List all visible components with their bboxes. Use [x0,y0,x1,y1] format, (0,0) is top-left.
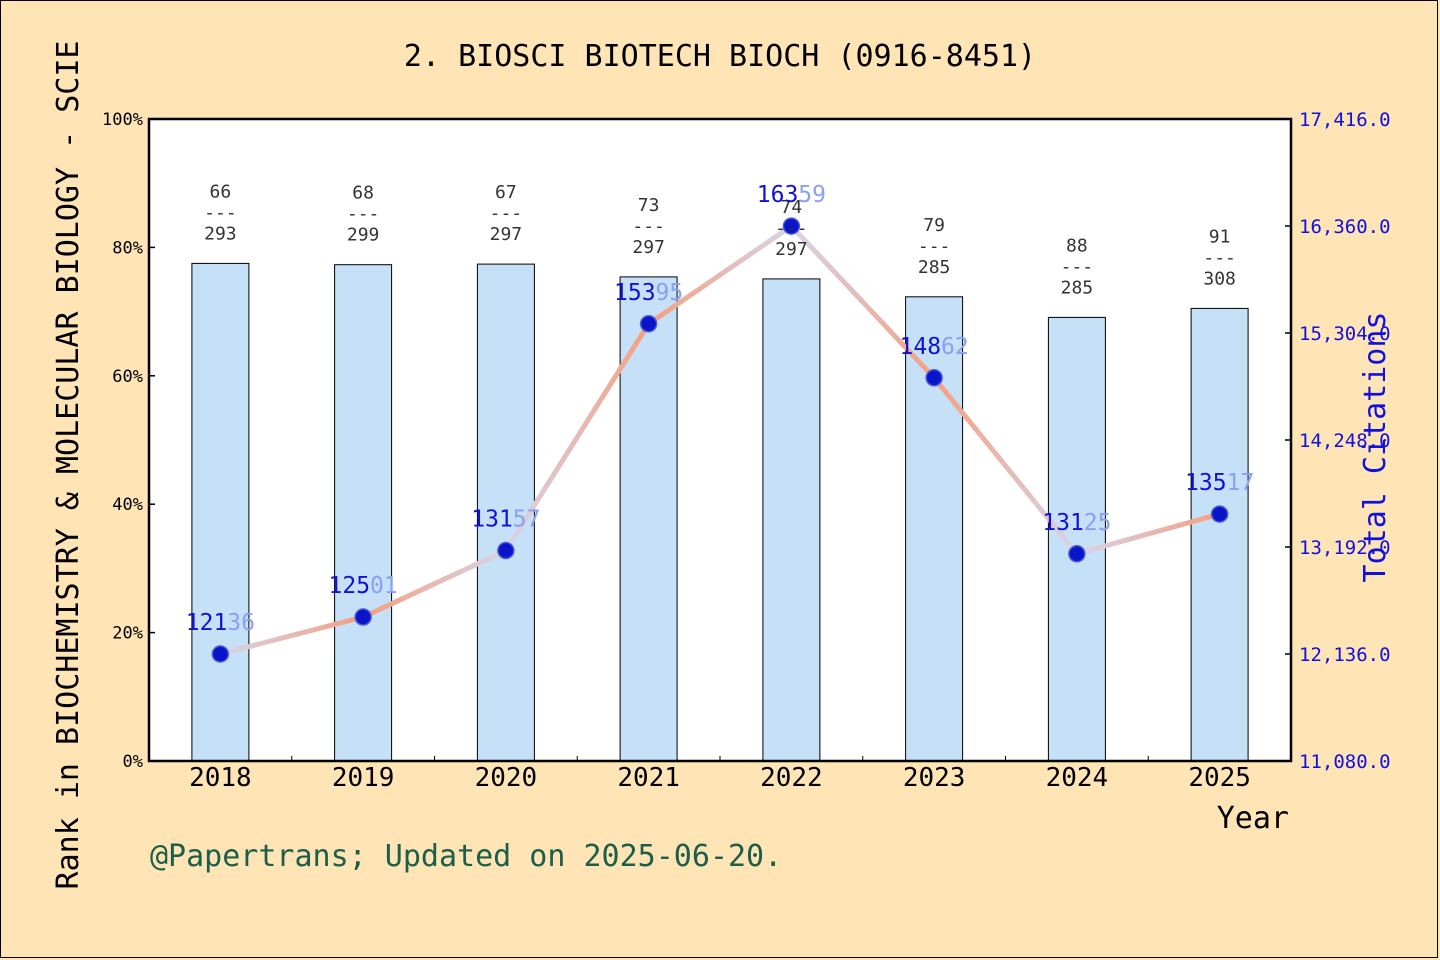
y-tick-label: 0% [123,752,143,772]
y-axis-label: Rank in BIOCHEMISTRY & MOLECULAR BIOLOGY… [51,41,86,890]
y-tick-label: 20% [112,624,143,644]
bar-rank-label: 88 [1066,235,1088,256]
bar-separator-label: --- [347,204,380,225]
bar-rank-label: 91 [1209,226,1231,247]
bar-rank-label: 74 [781,197,803,218]
axes-layer: 0% 20% 40% 60% 80% 100% 11,080.0 12,136.0 13,192… [102,109,1390,793]
x-tick-label: 2019 [332,763,395,793]
bar-separator-label: --- [775,218,808,239]
x-tick-label: 2020 [475,763,538,793]
bar-2024 [1047,316,1106,762]
bar-2019 [334,264,393,762]
citation-point-2025 [1210,505,1229,523]
bar-total-label: 297 [632,237,665,258]
bar-2020 [476,263,535,762]
x-tick-label: 2022 [760,763,823,793]
y-tick-label: 80% [112,238,143,258]
bar-2018 [191,262,250,762]
citation-line-segment [503,321,652,554]
bar-rank-label: 73 [638,195,660,216]
y2-axis-label: Total Citations [1358,312,1393,583]
citation-point-2022 [782,217,801,235]
bar-total-label: 297 [490,224,523,245]
citation-value-label: 13157 [471,507,540,533]
y-tick-label: 40% [112,495,143,515]
bar-2025 [1190,307,1249,762]
y-tick-label: 60% [112,367,143,387]
bar-rank-label: 68 [352,183,374,204]
citation-line-segment [646,223,794,327]
y2-tick-label: 12,136.0 [1299,644,1391,666]
y2-tick-label: 13,192.0 [1299,537,1391,559]
bar-2021 [619,276,678,762]
y2-tick-label: 14,248.0 [1299,430,1391,452]
y2-tick-label: 17,416.0 [1299,109,1391,131]
citation-value-label: 14862 [900,334,969,360]
x-tick-label: 2023 [903,763,966,793]
bar-separator-label: --- [632,216,665,237]
bar-rank-label: 79 [923,215,945,236]
citation-line-segment [360,548,509,620]
bar-separator-label: --- [918,236,951,257]
citation-value-label: 13517 [1185,470,1254,496]
citation-value-label: 13125 [1042,510,1111,536]
bar-total-label: 308 [1203,268,1236,289]
citation-point-2020 [497,541,515,560]
x-tick-label: 2018 [189,763,252,793]
bar-rank-label: 66 [210,181,232,202]
citation-line-segment [217,614,366,657]
bar-separator-label: --- [204,202,237,223]
citation-point-2024 [1068,545,1086,563]
bar-total-label: 299 [347,225,380,246]
x-tick-label: 2021 [617,763,680,793]
y2-tick-label: 16,360.0 [1299,216,1391,238]
bar-2023 [905,296,964,762]
bar-separator-label: --- [1203,247,1236,268]
y2-tick-label: 15,304.0 [1299,323,1391,345]
y2-tick-label: 11,080.0 [1299,751,1391,773]
labels-layer: 66---29368---29967---29773---29774---297… [186,181,1255,636]
citation-value-label: 15395 [614,280,683,306]
bar-total-label: 285 [918,257,951,278]
citation-point-2021 [639,315,658,333]
bar-total-label: 297 [775,239,808,260]
bar-2022 [762,278,821,762]
bar-separator-label: --- [1061,256,1094,277]
y-tick-label: 100% [102,110,143,130]
citation-value-label: 12136 [186,610,255,636]
x-tick-label: 2024 [1046,763,1109,793]
chart-title: 2. BIOSCI BIOTECH BIOCH (0916-8451) [404,39,1036,74]
bar-total-label: 285 [1061,277,1094,298]
x-axis-label: Year [1217,801,1289,836]
bar-separator-label: --- [490,203,523,224]
bar-rank-label: 67 [495,182,517,203]
citation-value-label: 12501 [329,573,398,599]
citation-line-segment [931,375,1080,557]
citation-line-segment [1074,511,1223,557]
line-layer [211,217,1229,663]
footer-credit: @Papertrans; Updated on 2025-06-20. [150,839,782,874]
citation-line-segment [788,223,937,381]
citation-point-2023 [925,369,943,387]
bar-total-label: 293 [204,223,237,244]
plot-area [149,119,1291,761]
x-tick-label: 2025 [1188,763,1251,793]
citation-value-label: 16359 [757,182,826,208]
citation-point-2019 [354,608,372,626]
citation-point-2018 [211,645,230,663]
